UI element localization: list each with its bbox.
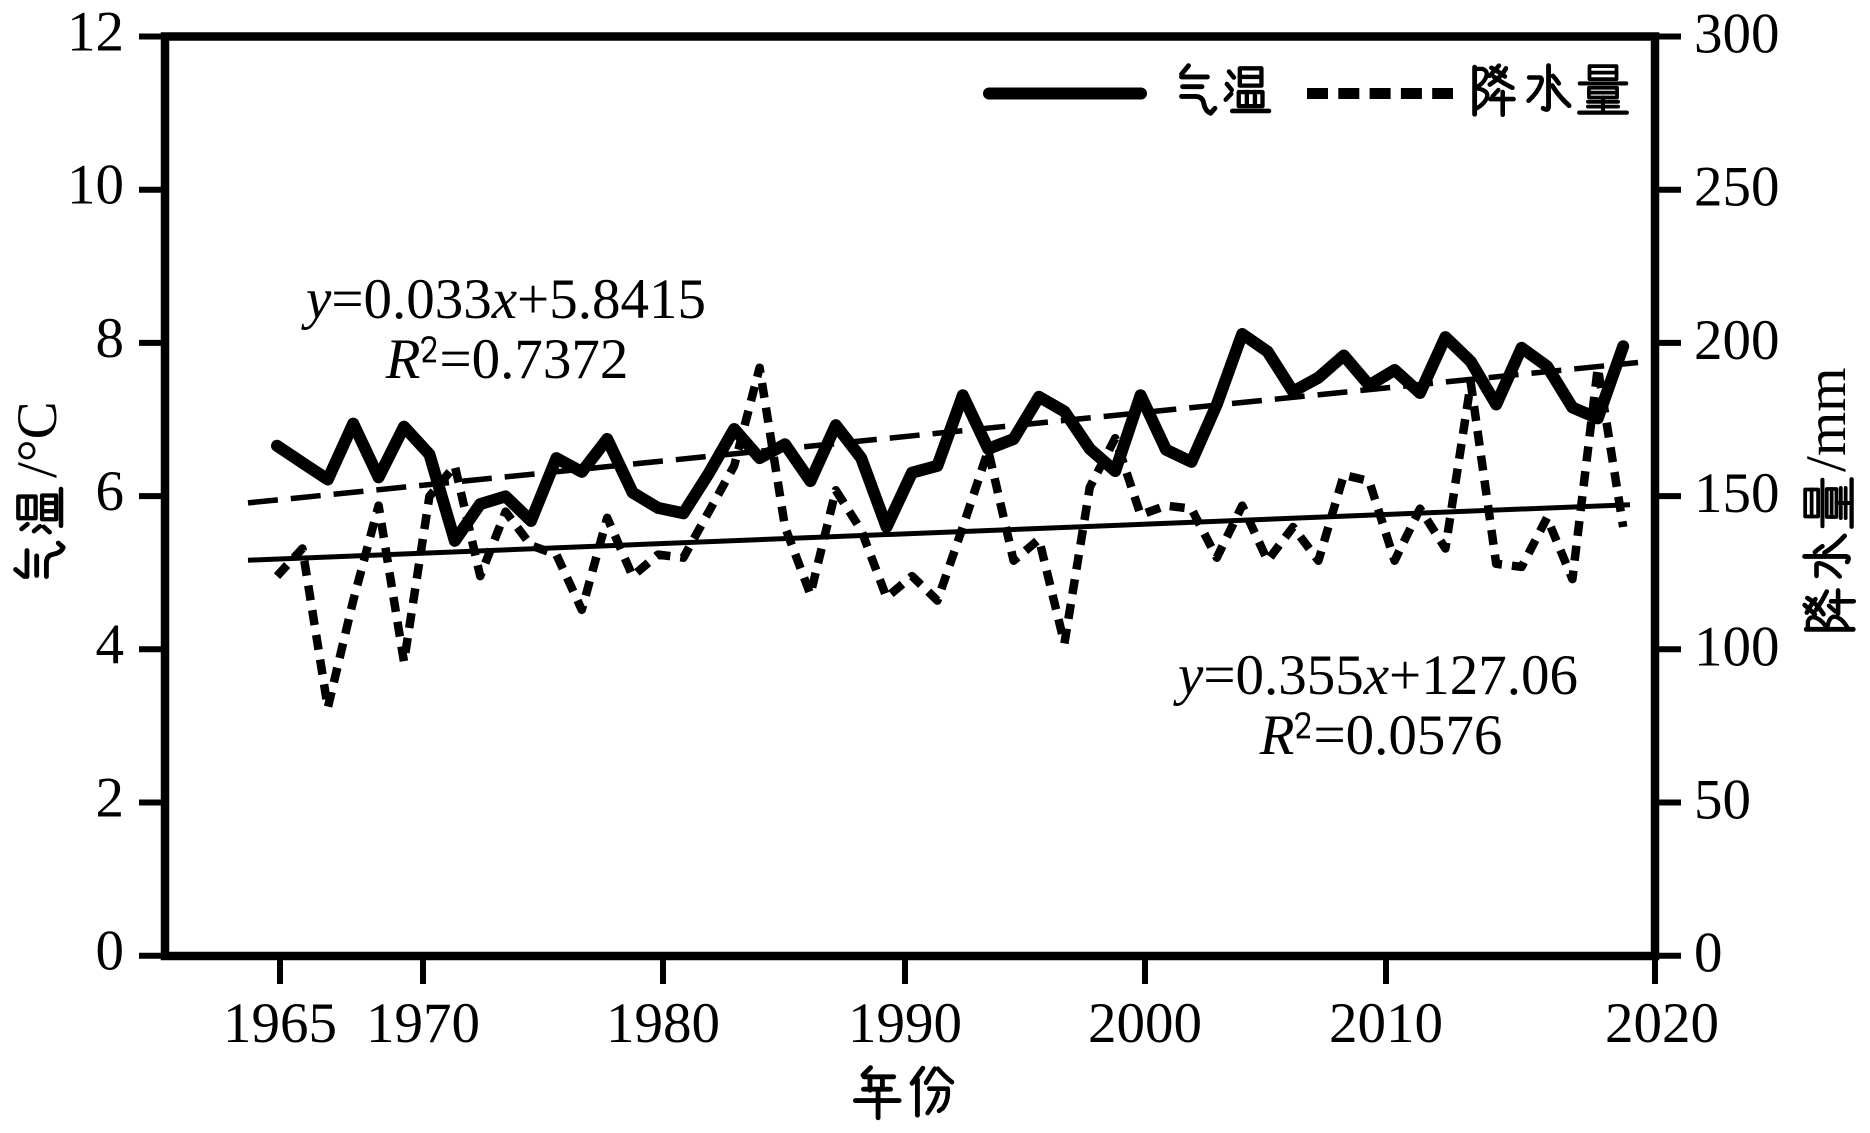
svg-text:6: 6 bbox=[96, 460, 125, 523]
svg-text:x: x bbox=[491, 268, 517, 331]
svg-text:=0.355: =0.355 bbox=[1203, 644, 1363, 707]
svg-text:2020: 2020 bbox=[1605, 992, 1719, 1055]
svg-text:0: 0 bbox=[1694, 922, 1723, 985]
svg-text:200: 200 bbox=[1694, 309, 1780, 372]
svg-text:=0.0576: =0.0576 bbox=[1313, 704, 1502, 767]
svg-text:y: y bbox=[1173, 644, 1204, 707]
svg-text:12: 12 bbox=[67, 1, 124, 64]
svg-text:50: 50 bbox=[1694, 769, 1751, 832]
svg-text:R: R bbox=[1259, 704, 1295, 767]
svg-text:0: 0 bbox=[96, 920, 125, 983]
svg-text:/mm: /mm bbox=[1795, 367, 1858, 472]
svg-text:2000: 2000 bbox=[1088, 992, 1202, 1055]
svg-text:=0.033: =0.033 bbox=[331, 268, 491, 331]
svg-text:/°C: /°C bbox=[6, 401, 69, 478]
svg-text:x: x bbox=[1363, 644, 1389, 707]
svg-text:1965: 1965 bbox=[223, 992, 337, 1055]
svg-text:250: 250 bbox=[1694, 156, 1780, 219]
svg-text:1990: 1990 bbox=[848, 992, 962, 1055]
svg-text:300: 300 bbox=[1694, 3, 1780, 66]
svg-text:+5.8415: +5.8415 bbox=[517, 268, 706, 331]
svg-text:10: 10 bbox=[67, 154, 124, 217]
svg-text:+127.06: +127.06 bbox=[1389, 644, 1578, 707]
svg-text:=0.7372: =0.7372 bbox=[439, 328, 628, 391]
svg-text:4: 4 bbox=[96, 613, 125, 676]
svg-text:150: 150 bbox=[1694, 462, 1780, 525]
svg-text:8: 8 bbox=[96, 307, 125, 370]
svg-text:R: R bbox=[385, 328, 421, 391]
svg-text:1980: 1980 bbox=[606, 992, 720, 1055]
svg-text:2010: 2010 bbox=[1329, 992, 1443, 1055]
svg-text:1970: 1970 bbox=[366, 992, 480, 1055]
svg-text:2: 2 bbox=[96, 767, 125, 830]
svg-text:y: y bbox=[301, 268, 332, 331]
svg-text:100: 100 bbox=[1694, 615, 1780, 678]
